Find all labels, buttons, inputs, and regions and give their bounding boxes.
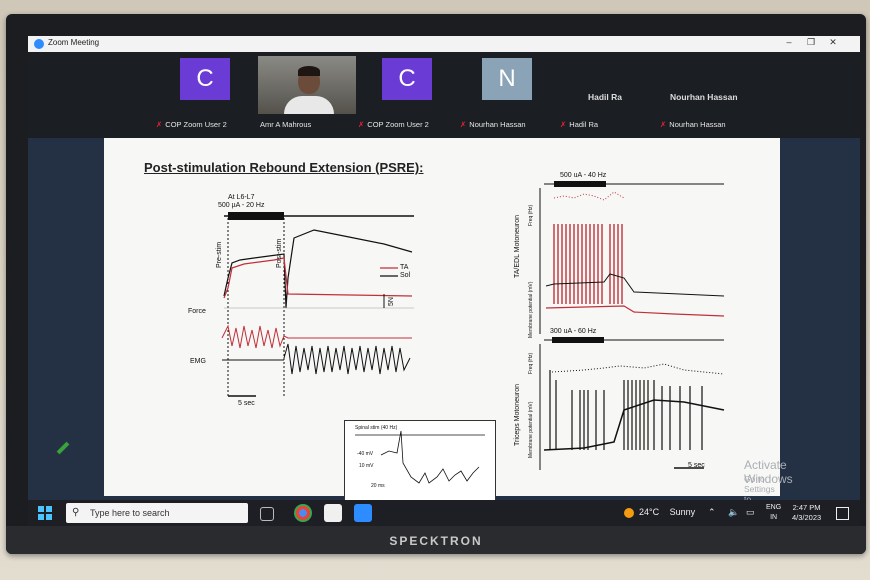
triceps-plot (539, 337, 725, 470)
screen: Zoom Meeting – ❐ ✕ C ✗ COP Zoom User 2 Am… (28, 36, 860, 526)
mic-muted-icon: ✗ (560, 120, 567, 129)
time-scale-label: 5 sec (688, 462, 705, 469)
task-view-icon[interactable] (260, 507, 274, 521)
mic-muted-icon: ✗ (358, 120, 365, 129)
weather-widget[interactable]: 24°C Sunny (624, 507, 695, 518)
post-stim-label: Post-stim (276, 238, 283, 268)
force-emg-plot (221, 212, 414, 398)
avatar: C (180, 58, 230, 100)
participant-title: Nourhan Hassan (670, 92, 738, 102)
video-feed (258, 56, 356, 114)
window-title: Zoom Meeting (48, 38, 100, 47)
stim-params-label: 500 µA - 20 Hz (218, 202, 265, 209)
participant-name: COP Zoom User 2 (165, 120, 227, 129)
freq-axis-label: Freq (Hz) (528, 352, 534, 374)
participant-gallery: C ✗ COP Zoom User 2 Amr A Mahrous C ✗ COP … (28, 52, 860, 138)
avatar: C (382, 58, 432, 100)
ta-edl-plot (539, 181, 725, 334)
taskbar-search-box[interactable]: ⚲ Type here to search (66, 503, 248, 523)
mic-muted-icon: ✗ (460, 120, 467, 129)
pre-stim-label: Pre-stim (216, 241, 223, 268)
participant-name: Nourhan Hassan (469, 120, 526, 129)
maximize-button[interactable]: ❐ (806, 37, 816, 47)
zoom-app-icon (34, 39, 44, 49)
mic-muted-icon: ✗ (660, 120, 667, 129)
tv-brand-logo: SPECKTRON (389, 534, 483, 548)
windows-taskbar: ⚲ Type here to search 24°C Sunny ⌃ 🔈 ▭ E… (28, 500, 860, 526)
avatar: N (482, 58, 532, 100)
participant-name: Hadil Ra (569, 120, 599, 129)
language-indicator[interactable]: ENG IN (766, 504, 782, 521)
inset-scale-t: 20 ms (371, 483, 385, 489)
freq-axis-label: Freq (Hz) (528, 204, 534, 226)
search-placeholder: Type here to search (90, 508, 170, 518)
slides-app-icon[interactable] (324, 504, 342, 522)
participant-name: Amr A Mahrous (260, 120, 312, 129)
stim-label: 300 uA - 60 Hz (550, 328, 597, 335)
chrome-icon[interactable] (294, 504, 312, 522)
presentation-slide: Post-stimulation Rebound Extension (PSRE… (104, 138, 793, 524)
mic-muted-icon: ✗ (156, 120, 163, 129)
slide-title: Post-stimulation Rebound Extension (PSRE… (144, 160, 424, 175)
participant-title: Hadil Ra (588, 92, 623, 102)
tv-monitor: Zoom Meeting – ❐ ✕ C ✗ COP Zoom User 2 Am… (6, 14, 866, 554)
emg-label: EMG (190, 358, 206, 365)
legend-ta: TA (400, 264, 409, 271)
participant-name: Nourhan Hassan (669, 120, 726, 129)
motoneuron-label: TA/EDL Motoneuron (514, 214, 521, 278)
clock[interactable]: 2:47 PM 4/3/2023 (792, 503, 822, 522)
chevron-up-icon[interactable]: ⌃ (708, 507, 716, 517)
display-icon[interactable]: ▭ (746, 507, 755, 517)
scale-label: 5N (388, 297, 395, 306)
legend-sol: Sol (400, 272, 411, 279)
inset-mv-label: -40 mV (357, 451, 374, 457)
inset-figure: Spinal stim (40 Hz) -40 mV 10 mV 20 ms (344, 420, 496, 504)
close-button[interactable]: ✕ (829, 37, 837, 47)
inset-scale-v: 10 mV (359, 463, 374, 469)
speaker-icon[interactable]: 🔈 (728, 507, 740, 517)
search-icon: ⚲ (72, 507, 80, 518)
inset-stim-label: Spinal stim (40 Hz) (355, 425, 398, 431)
windows-start-button[interactable] (38, 506, 52, 520)
sun-icon (624, 507, 634, 518)
force-label: Force (188, 308, 206, 315)
participant-name: COP Zoom User 2 (367, 120, 429, 129)
activation-watermark-title: Activate Windows (744, 458, 793, 486)
screen-share-area: Post-stimulation Rebound Extension (PSRE… (28, 138, 860, 524)
window-titlebar: Zoom Meeting – ❐ ✕ (28, 36, 860, 52)
stim-site-label: At L6-L7 (228, 194, 255, 201)
motoneuron-label: Triceps Motoneuron (514, 384, 521, 446)
stim-label: 500 uA - 40 Hz (560, 172, 607, 179)
time-scale-label: 5 sec (238, 400, 255, 407)
pen-icon[interactable] (56, 441, 70, 455)
mp-axis-label: Membrane potential (mV) (528, 401, 534, 458)
minimize-button[interactable]: – (786, 37, 792, 47)
tv-bezel: SPECKTRON (6, 526, 866, 554)
notification-icon[interactable] (836, 507, 849, 520)
inset-trace (355, 430, 485, 484)
zoom-taskbar-icon[interactable] (354, 504, 372, 522)
